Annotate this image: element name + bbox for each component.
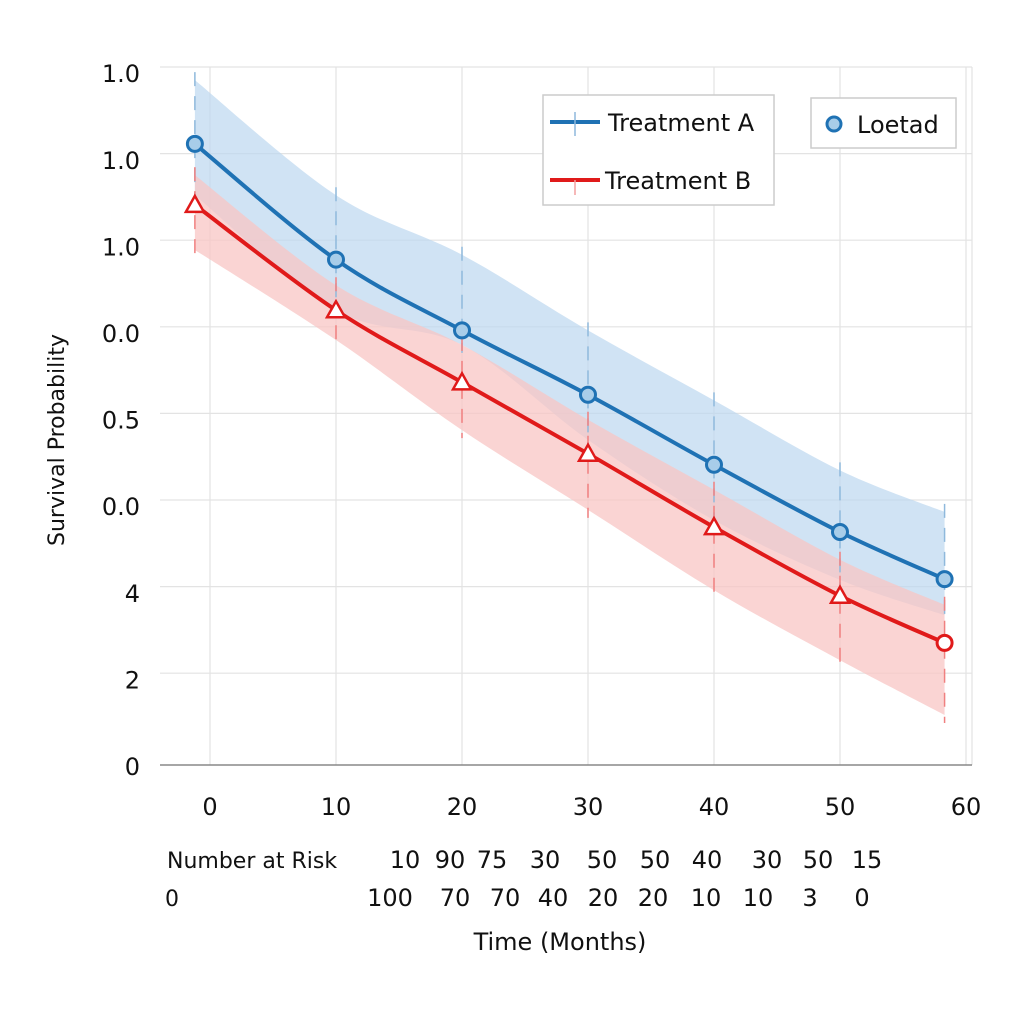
risk-value: 70: [490, 884, 521, 912]
risk-row2-label: 0: [165, 887, 179, 912]
risk-value: 100: [367, 884, 413, 912]
risk-value: 30: [752, 846, 783, 874]
y-axis-label: Survival Probability: [45, 334, 70, 546]
y-tick-label: 0.5: [102, 407, 140, 435]
data-point: [327, 250, 345, 269]
y-tick-labels: 0 2 4 0.0 0.5 0.0 1.0 1.0 1.0: [102, 60, 140, 781]
risk-value: 50: [640, 846, 671, 874]
x-tick-label: 40: [699, 793, 730, 821]
data-point: [450, 370, 474, 391]
risk-value: 40: [538, 884, 569, 912]
x-tick-label: 0: [202, 793, 217, 821]
risk-value: 15: [852, 846, 883, 874]
legend-label-b: Treatment B: [604, 167, 751, 195]
data-point: [705, 455, 723, 474]
risk-table-label: Number at Risk: [167, 849, 337, 874]
x-tick-label: 30: [573, 793, 604, 821]
risk-value: 0: [854, 884, 869, 912]
risk-value: 10: [691, 884, 722, 912]
risk-value: 10: [390, 846, 421, 874]
x-tick-label: 10: [321, 793, 352, 821]
x-axis-label: Time (Months): [473, 928, 647, 956]
risk-value: 90: [435, 846, 466, 874]
y-tick-label: 1.0: [102, 147, 140, 175]
risk-value: 30: [530, 846, 561, 874]
risk-value: 10: [743, 884, 774, 912]
data-point: [831, 523, 849, 542]
x-tick-label: 50: [825, 793, 856, 821]
data-point: [183, 193, 207, 214]
risk-value: 20: [638, 884, 669, 912]
ci-band-a: [194, 80, 945, 616]
y-tick-label: 1.0: [102, 233, 140, 261]
risk-value: 40: [692, 846, 723, 874]
y-tick-label: 2: [125, 666, 140, 694]
data-point: [828, 584, 852, 605]
x-tick-label: 20: [447, 793, 478, 821]
risk-value: 75: [477, 846, 508, 874]
data-point: [935, 570, 954, 589]
legend-label-extra: Loetad: [857, 111, 939, 139]
data-point: [453, 321, 471, 340]
y-tick-label: 1.0: [102, 60, 140, 88]
risk-value: 70: [440, 884, 471, 912]
x-tick-labels: 0 10 20 30 40 50 60: [202, 793, 981, 821]
y-tick-label: 0.0: [102, 493, 140, 521]
legend-label-a: Treatment A: [607, 109, 755, 137]
series-markers: [183, 134, 954, 652]
y-tick-label: 0.0: [102, 320, 140, 348]
risk-value: 3: [802, 884, 817, 912]
risk-value: 50: [587, 846, 618, 874]
risk-table: Number at Risk 10 90 75 30 50 50 40 30 50 15 0 10…: [165, 846, 882, 912]
y-tick-label: 4: [125, 580, 140, 608]
risk-value: 20: [588, 884, 619, 912]
legend-circle-icon: [825, 115, 843, 133]
data-point: [579, 385, 597, 404]
legend: Treatment A Treatment B Loetad: [542, 94, 957, 206]
y-tick-label: 0: [125, 753, 140, 781]
data-point: [702, 515, 726, 536]
x-tick-label: 60: [951, 793, 982, 821]
data-point: [324, 298, 348, 319]
risk-value: 50: [803, 846, 834, 874]
data-point: [935, 633, 954, 652]
data-point: [576, 442, 600, 462]
data-point: [185, 134, 204, 153]
